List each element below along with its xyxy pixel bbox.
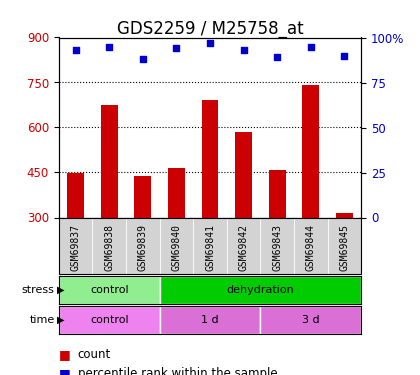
Bar: [168, 168, 185, 217]
Text: stress: stress: [22, 285, 55, 295]
Bar: [59, 276, 160, 304]
Bar: [202, 100, 218, 218]
Text: ■: ■: [59, 348, 71, 361]
Bar: [160, 276, 361, 304]
Bar: [336, 213, 353, 217]
Text: GSM69842: GSM69842: [239, 224, 249, 271]
Text: count: count: [78, 348, 111, 361]
Bar: [67, 172, 84, 217]
Point: [341, 53, 348, 58]
Point: [139, 56, 146, 62]
Text: GSM69837: GSM69837: [71, 224, 81, 271]
Point: [173, 45, 180, 51]
Point: [240, 47, 247, 53]
Point: [274, 54, 281, 60]
Bar: [260, 306, 361, 334]
Text: ▶: ▶: [57, 315, 64, 325]
Bar: [160, 306, 260, 334]
Text: dehydration: dehydration: [226, 285, 294, 295]
Text: GSM69840: GSM69840: [171, 224, 181, 271]
Text: time: time: [29, 315, 55, 325]
Text: percentile rank within the sample: percentile rank within the sample: [78, 367, 277, 375]
Title: GDS2259 / M25758_at: GDS2259 / M25758_at: [117, 20, 303, 38]
Point: [72, 47, 79, 53]
Bar: [134, 176, 151, 217]
Text: 1 d: 1 d: [201, 315, 219, 325]
Text: GSM69843: GSM69843: [272, 224, 282, 271]
Text: GSM69845: GSM69845: [339, 224, 349, 271]
Point: [207, 40, 213, 46]
Text: control: control: [90, 285, 129, 295]
Point: [106, 44, 113, 50]
Point: [307, 44, 314, 50]
Bar: [235, 132, 252, 218]
Bar: [101, 105, 118, 218]
Text: 3 d: 3 d: [302, 315, 320, 325]
Bar: [302, 86, 319, 218]
Text: control: control: [90, 315, 129, 325]
Text: GSM69838: GSM69838: [104, 224, 114, 271]
Text: ■: ■: [59, 367, 71, 375]
Bar: [269, 170, 286, 217]
Text: GSM69844: GSM69844: [306, 224, 316, 271]
Bar: [59, 306, 160, 334]
Text: ▶: ▶: [57, 285, 64, 295]
Text: GSM69839: GSM69839: [138, 224, 148, 271]
Text: GSM69841: GSM69841: [205, 224, 215, 271]
